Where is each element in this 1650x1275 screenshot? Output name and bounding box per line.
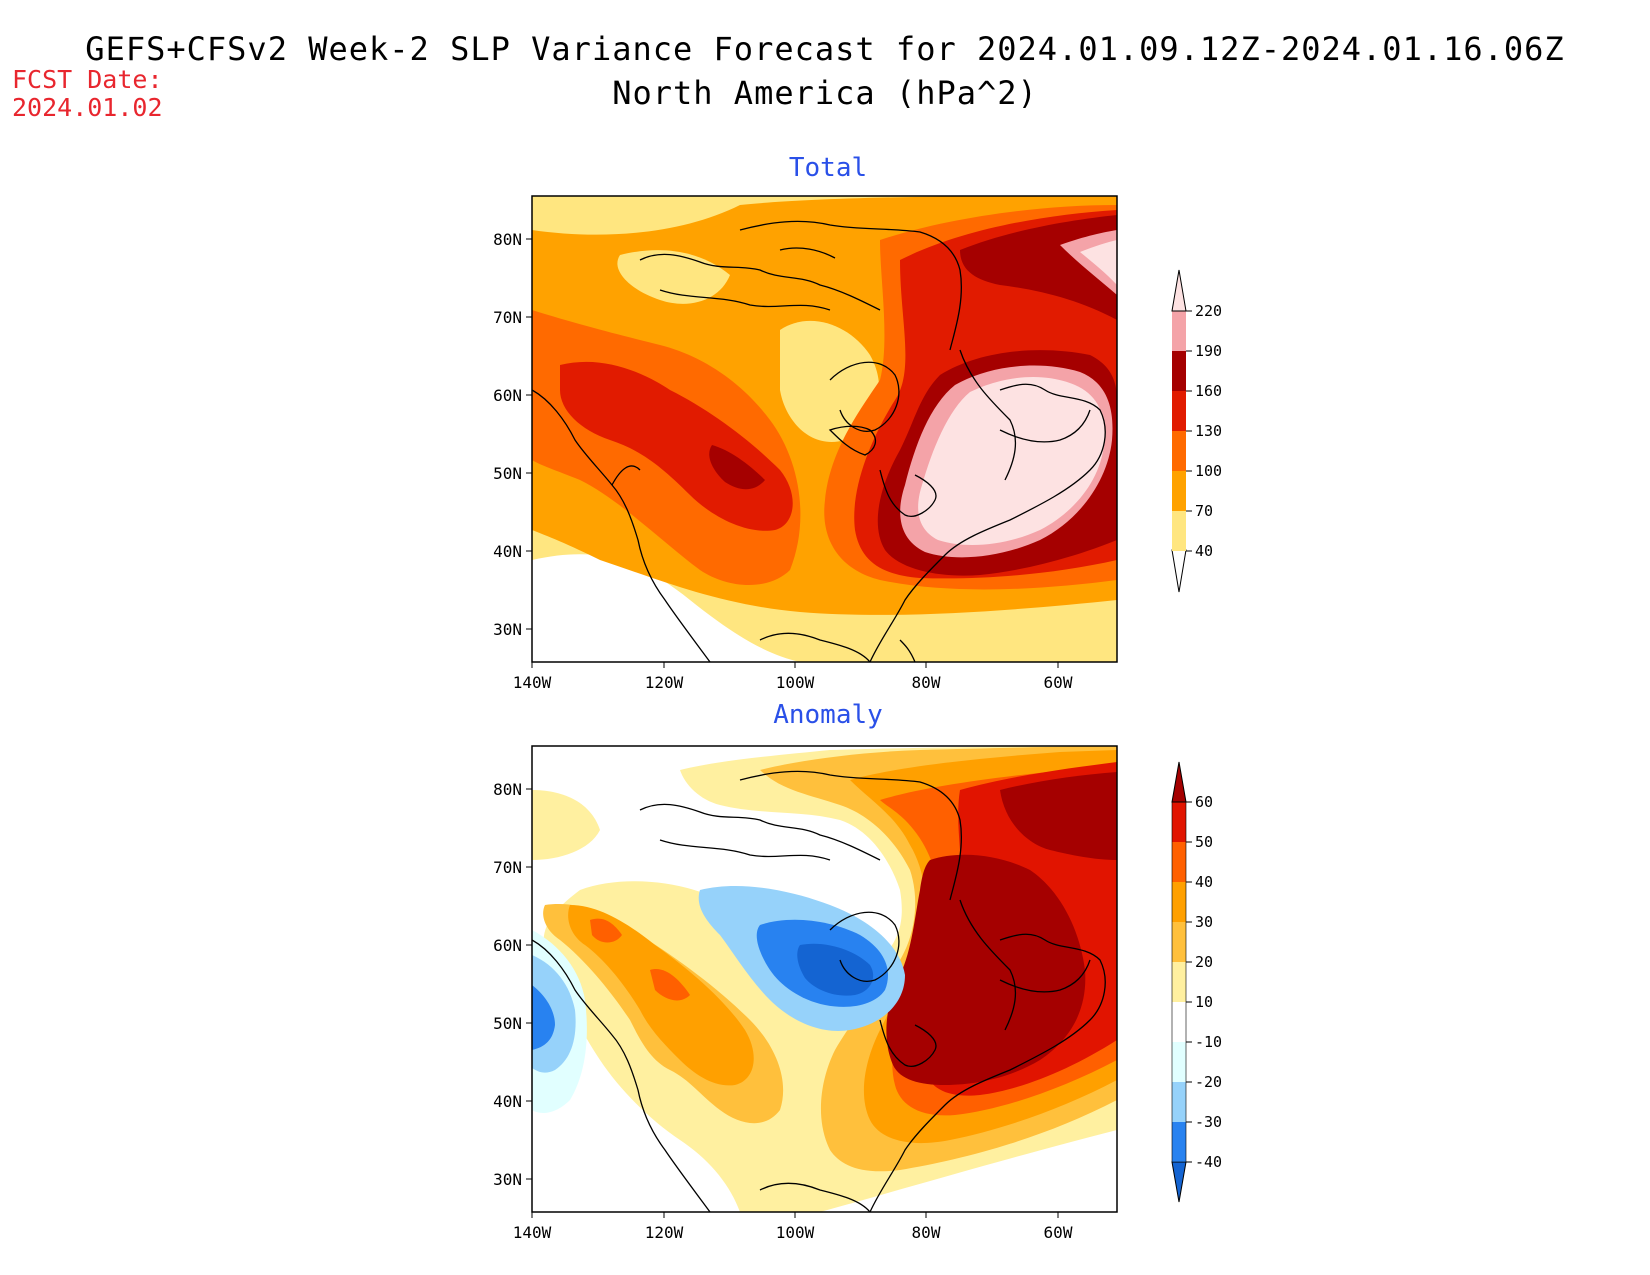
colorbar-swatch [1172,471,1186,511]
colorbar-label: 50 [1195,833,1213,851]
colorbar-low-arrow [1171,549,1187,593]
colorbar-low-arrow [1171,1161,1187,1203]
colorbar-high-arrow [1171,269,1187,312]
total-fill-field [532,196,1117,662]
colorbar-label: -20 [1195,1073,1222,1091]
colorbar-label: 10 [1195,993,1213,1011]
lat-label: 60N [493,936,522,955]
anomaly-lat-labels: 80N 70N 60N 50N 40N 30N [493,780,522,1189]
colorbar-swatch [1172,351,1186,391]
colorbar-swatch [1172,311,1186,351]
colorbar-label: -30 [1195,1113,1222,1131]
total-axes [526,238,1059,668]
colorbar-label: 190 [1195,342,1222,360]
lat-label: 30N [493,1170,522,1189]
colorbar-swatch [1172,882,1186,922]
lon-label: 100W [776,1223,815,1242]
colorbar-label: 40 [1195,873,1213,891]
lon-label: 100W [776,673,815,692]
lon-label: 140W [513,1223,552,1242]
panel-title-anomaly: Anomaly [773,700,883,730]
lat-label: 30N [493,620,522,639]
total-lat-labels: 80N 70N 60N 50N 40N 30N [493,230,522,639]
lat-label: 70N [493,308,522,327]
colorbar-label: 60 [1195,793,1213,811]
colorbar-swatch [1172,802,1186,842]
lat-label: 80N [493,230,522,249]
lat-label: 40N [493,542,522,561]
colorbar-swatch [1172,1002,1186,1042]
lon-label: 120W [645,1223,684,1242]
lat-label: 70N [493,858,522,877]
main-subtitle: North America (hPa^2) [612,74,1038,112]
colorbar-swatch [1172,511,1186,551]
colorbar-swatch [1172,842,1186,882]
total-colorbar: 40 70 100 130 160 190 220 [1171,269,1222,593]
lon-label: 80W [912,1223,941,1242]
panel-title-total: Total [788,153,868,183]
colorbar-swatch [1172,391,1186,431]
colorbar-swatch [1172,962,1186,1002]
colorbar-swatch [1172,1082,1186,1122]
colorbar-high-arrow [1171,761,1187,803]
lat-label: 80N [493,780,522,799]
lat-label: 50N [493,464,522,483]
lon-label: 140W [513,673,552,692]
colorbar-swatch [1172,922,1186,962]
colorbar-swatch [1172,1122,1186,1162]
fcst-date: 2024.01.02 [12,93,163,122]
colorbar-label: 30 [1195,913,1213,931]
anomaly-lon-labels: 140W 120W 100W 80W 60W [513,1223,1073,1242]
lon-label: 80W [912,673,941,692]
anomaly-axes [526,788,1059,1218]
anomaly-colorbar: -40 -30 -20 -10 10 20 30 40 50 60 [1171,761,1222,1203]
anomaly-fill-field [532,746,1117,1212]
total-lon-labels: 140W 120W 100W 80W 60W [513,673,1073,692]
colorbar-label: 70 [1195,502,1213,520]
colorbar-label: 20 [1195,953,1213,971]
colorbar-label: 100 [1195,462,1222,480]
lat-label: 40N [493,1092,522,1111]
total-coastlines [532,220,1106,662]
forecast-date-block: FCST Date: 2024.01.02 [12,66,163,122]
fcst-label: FCST Date: [12,65,163,94]
colorbar-swatch [1172,431,1186,471]
lon-label: 60W [1044,673,1073,692]
colorbar-label: -40 [1195,1153,1222,1171]
anomaly-coastlines [532,770,1106,1212]
colorbar-label: 130 [1195,422,1222,440]
colorbar-label: 160 [1195,382,1222,400]
lat-label: 60N [493,386,522,405]
main-title: GEFS+CFSv2 Week-2 SLP Variance Forecast … [85,30,1565,68]
colorbar-label: 220 [1195,302,1222,320]
lat-label: 50N [493,1014,522,1033]
colorbar-swatch [1172,1042,1186,1082]
colorbar-label: -10 [1195,1033,1222,1051]
lon-label: 60W [1044,1223,1073,1242]
lon-label: 120W [645,673,684,692]
colorbar-label: 40 [1195,542,1213,560]
